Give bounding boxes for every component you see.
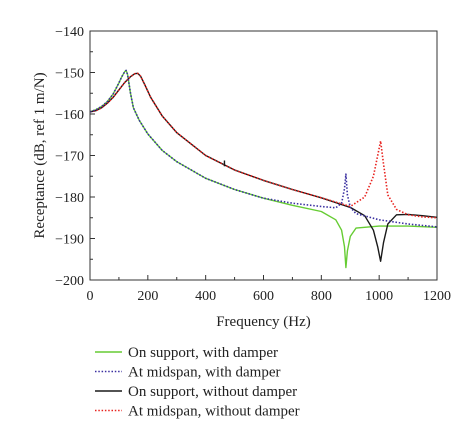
y-tick-label: −160 — [55, 108, 84, 123]
y-axis-label: Receptance (dB, ref 1 m/N) — [32, 72, 48, 238]
series-line-1 — [89, 69, 438, 228]
y-tick-label: −200 — [55, 274, 84, 289]
legend-label-0: On support, with damper — [128, 345, 278, 361]
y-tick-label: −140 — [55, 25, 84, 40]
x-tick-label: 0 — [87, 289, 94, 304]
legend: On support, with damper At midspan, with … — [95, 345, 300, 420]
series-line-2 — [89, 72, 438, 262]
x-tick-label: 600 — [253, 289, 274, 304]
series-lines — [89, 69, 438, 269]
y-tick-label: −150 — [55, 67, 84, 82]
plot-frame — [89, 30, 438, 281]
axis-ticks: 0 200 400 600 800 1000 1200 −140 −150 −160 −170 −18… — [55, 25, 451, 304]
y-tick-label: −180 — [55, 191, 84, 206]
x-tick-label: 200 — [137, 289, 158, 304]
x-tick-label: 1200 — [423, 289, 451, 304]
series-line-3 — [89, 72, 438, 219]
legend-label-1: At midspan, with damper — [128, 365, 280, 381]
x-axis-label: Frequency (Hz) — [216, 314, 311, 330]
legend-label-3: At midspan, without damper — [128, 404, 300, 420]
y-tick-label: −190 — [55, 233, 84, 248]
x-tick-label: 400 — [195, 289, 216, 304]
x-tick-label: 1000 — [365, 289, 393, 304]
legend-label-2: On support, without damper — [128, 384, 297, 400]
x-tick-label: 800 — [311, 289, 332, 304]
y-tick-label: −170 — [55, 150, 84, 165]
